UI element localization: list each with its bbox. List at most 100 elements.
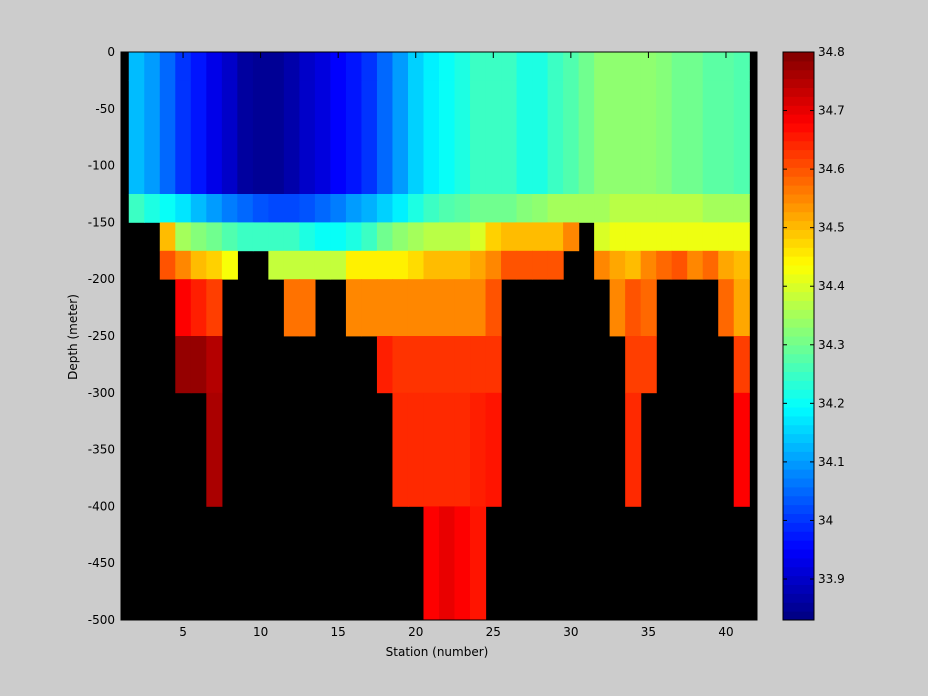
colorbar-swatch	[783, 300, 814, 310]
heatmap-cell	[640, 80, 657, 195]
colorbar-swatch	[783, 495, 814, 506]
heatmap-cell	[687, 194, 704, 223]
heatmap-cell	[733, 336, 750, 394]
colorbar-tick-label: 34.3	[818, 338, 845, 352]
colorbar-tick-label: 34.2	[818, 396, 845, 410]
heatmap-cell	[609, 222, 626, 252]
heatmap-cell	[656, 52, 673, 81]
y-tick-label: -250	[88, 329, 115, 343]
heatmap-cell	[625, 222, 642, 252]
colorbar-swatch	[783, 389, 814, 399]
heatmap-cell	[625, 250, 642, 280]
y-axis-label: Depth (meter)	[66, 294, 80, 380]
heatmap-cell	[159, 222, 176, 252]
heatmap-cell	[516, 222, 533, 252]
heatmap-cell	[454, 194, 471, 223]
colorbar-swatch	[783, 256, 814, 266]
colorbar-tick-label: 34.7	[818, 104, 845, 118]
x-tick-label: 35	[641, 625, 656, 639]
heatmap-cell	[640, 279, 657, 337]
heatmap-cell	[594, 52, 611, 81]
heatmap-cell	[175, 250, 192, 280]
heatmap-cell	[578, 80, 595, 195]
heatmap-cell	[175, 222, 192, 252]
heatmap-cell	[439, 336, 456, 394]
heatmap-cell	[392, 279, 409, 337]
heatmap-cell	[407, 194, 425, 223]
colorbar-swatch	[783, 531, 814, 541]
colorbar-swatch	[783, 478, 814, 488]
heatmap-cell	[454, 392, 471, 507]
heatmap-cell	[392, 392, 409, 507]
heatmap-cell	[423, 52, 440, 81]
colorbar-swatch	[783, 194, 814, 204]
colorbar-swatch	[783, 602, 814, 612]
heatmap-cell	[221, 194, 238, 223]
heatmap-cell	[423, 222, 440, 252]
heatmap-cell	[299, 52, 316, 81]
heatmap-cell	[454, 250, 471, 280]
heatmap-cell	[159, 250, 176, 280]
y-tick-label: -50	[95, 102, 115, 116]
colorbar-swatch	[783, 344, 814, 355]
heatmap-cell	[656, 194, 673, 223]
heatmap-cell	[175, 52, 192, 81]
heatmap-cell	[283, 279, 300, 337]
colorbar-swatch	[783, 398, 814, 408]
colorbar-swatch	[783, 504, 814, 515]
colorbar-swatch	[783, 238, 814, 248]
heatmap-cell	[252, 80, 269, 195]
colorbar-swatch	[783, 176, 814, 186]
heatmap-cell	[454, 279, 471, 337]
heatmap-cell	[547, 194, 564, 223]
colorbar-swatch	[783, 380, 814, 390]
heatmap-cell	[299, 194, 316, 223]
heatmap-cell	[268, 194, 285, 223]
colorbar-swatch	[783, 105, 814, 115]
heatmap-cell	[237, 222, 254, 252]
colorbar-swatch	[783, 96, 814, 106]
heatmap-cell	[625, 52, 642, 81]
heatmap-cell	[407, 279, 425, 337]
heatmap-cell	[376, 279, 394, 337]
heatmap-cell	[407, 80, 425, 195]
heatmap-cell	[718, 194, 735, 223]
heatmap-cell	[252, 194, 269, 223]
heatmap-cell	[283, 222, 300, 252]
heatmap-cell	[718, 80, 735, 195]
heatmap-cell	[625, 336, 642, 394]
heatmap-cell	[702, 52, 719, 81]
heatmap-cell	[485, 52, 502, 81]
colorbar-swatch	[783, 327, 814, 337]
heatmap-cell	[439, 250, 456, 280]
heatmap-cell	[671, 222, 688, 252]
heatmap-cell	[532, 250, 549, 280]
colorbar-swatch	[783, 371, 814, 381]
heatmap-cell	[237, 80, 254, 195]
heatmap-cell	[423, 194, 440, 223]
heatmap-cell	[407, 222, 425, 252]
heatmap-cell	[206, 80, 223, 195]
heatmap-cell	[470, 279, 487, 337]
colorbar-swatch	[783, 557, 814, 568]
heatmap-cell	[594, 222, 611, 252]
heatmap-cell	[718, 222, 735, 252]
heatmap-cell	[299, 222, 316, 252]
colorbar-swatch	[783, 424, 814, 435]
heatmap-cell	[159, 80, 176, 195]
heatmap-cell	[454, 506, 471, 621]
heatmap-cell	[470, 336, 487, 394]
heatmap-cell	[563, 194, 580, 223]
colorbar-tick-label: 34.4	[818, 279, 845, 293]
heatmap-cell	[687, 52, 704, 81]
heatmap-cell	[206, 194, 223, 223]
heatmap-cell	[330, 222, 347, 252]
heatmap-cell	[361, 250, 378, 280]
heatmap-cell	[594, 250, 611, 280]
y-tick-label: -450	[88, 556, 115, 570]
heatmap-cell	[314, 194, 332, 223]
heatmap-cell	[439, 194, 456, 223]
heatmap-cell	[454, 80, 471, 195]
heatmap-cell	[190, 336, 207, 394]
heatmap-cell	[563, 222, 580, 252]
